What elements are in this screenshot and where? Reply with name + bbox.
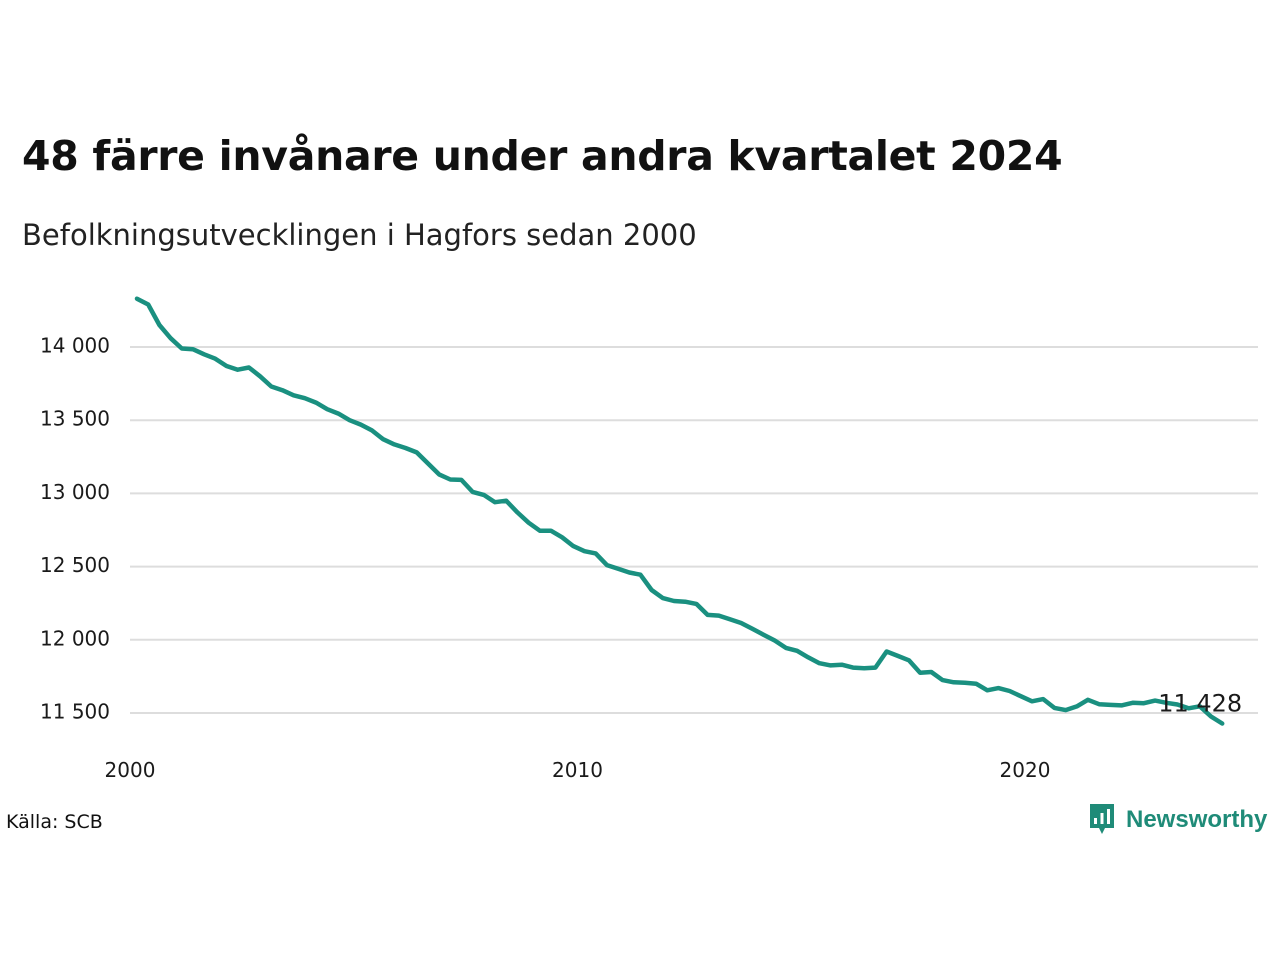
source-note: Källa: SCB xyxy=(6,811,103,833)
newsworthy-logo-icon xyxy=(1090,804,1114,834)
x-tick-label: 2010 xyxy=(552,758,603,782)
y-tick-label: 12 000 xyxy=(40,626,110,650)
x-tick-label: 2000 xyxy=(105,758,156,782)
end-value-label: 11 428 xyxy=(1158,690,1242,718)
chart-subtitle: Befolkningsutvecklingen i Hagfors sedan … xyxy=(22,218,697,252)
brand-name: Newsworthy xyxy=(1126,806,1268,833)
brand-logo: Newsworthy xyxy=(1088,802,1267,838)
gridlines xyxy=(130,346,1258,714)
x-tick-label: 2020 xyxy=(1000,758,1051,782)
y-tick-label: 12 500 xyxy=(40,553,110,577)
y-tick-label: 13 500 xyxy=(40,407,110,431)
y-tick-label: 13 000 xyxy=(40,480,110,504)
y-axis-ticks: 11 500 12 000 12 500 13 000 13 500 14 000 xyxy=(40,334,110,724)
series-layer xyxy=(134,296,1225,726)
y-tick-label: 11 500 xyxy=(40,700,110,724)
y-tick-label: 14 000 xyxy=(40,334,110,358)
chart-title: 48 färre invånare under andra kvartalet … xyxy=(22,132,1063,180)
end-label-layer: 11 428 xyxy=(1158,690,1242,718)
x-axis-ticks: 2000 2010 2020 xyxy=(105,758,1051,782)
series-line xyxy=(134,296,1225,726)
